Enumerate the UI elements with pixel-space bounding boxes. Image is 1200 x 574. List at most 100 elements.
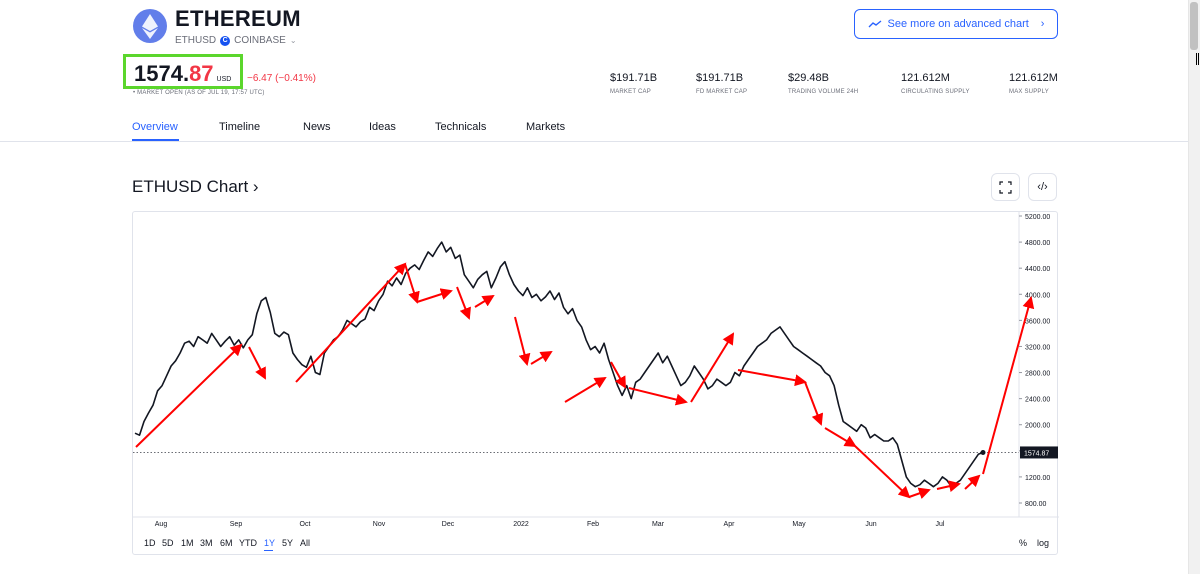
tab-news[interactable]: News (303, 121, 331, 133)
annotation-arrow (404, 263, 420, 304)
annotation-arrow (690, 332, 735, 403)
trend-icon (868, 20, 881, 28)
annotation-arrow (854, 445, 911, 499)
time-tick-label: Nov (373, 521, 386, 528)
header-divider (0, 141, 1200, 142)
tab-technicals[interactable]: Technicals (435, 121, 487, 133)
price-tick-label: 4000.00 (1025, 292, 1050, 299)
annotation-arrow (564, 376, 607, 403)
price-tick-label: 3200.00 (1025, 344, 1050, 351)
fullscreen-button[interactable] (991, 173, 1020, 201)
scrollbar-thumb[interactable] (1190, 2, 1198, 50)
range-5y[interactable]: 5Y (282, 538, 294, 548)
last-price-dot (980, 449, 986, 455)
market-status: • MARKET OPEN (AS OF JUL 19, 17:57 UTC) (133, 90, 265, 96)
time-tick-label: Feb (587, 521, 599, 528)
fullscreen-icon (999, 180, 1012, 194)
range-6m[interactable]: 6M (220, 538, 233, 548)
annotation-arrow (295, 262, 407, 383)
last-price: 1574. 87 USD (134, 61, 231, 87)
range-1y[interactable]: 1Y (264, 538, 276, 548)
percent-scale-toggle[interactable]: % (1019, 538, 1028, 548)
annotation-arrow (804, 381, 824, 426)
code-icon: ‹/› (1037, 181, 1048, 193)
annotation-arrow (737, 369, 807, 387)
time-tick-label: Dec (442, 521, 455, 528)
annotation-arrow (610, 361, 626, 389)
stat-value: 121.612M (901, 72, 950, 84)
stat-market-cap: $191.71B MARKET CAP (610, 72, 657, 95)
annotation-arrow (824, 427, 857, 448)
symbol-label: ETHUSD (175, 35, 217, 46)
time-tick-label: Sep (230, 521, 243, 528)
time-tick-label: Jul (936, 521, 945, 528)
annotation-arrow (135, 343, 243, 448)
price-tick-label: 2000.00 (1025, 423, 1050, 430)
coinbase-icon: C (220, 35, 231, 46)
stat-value: $191.71B (610, 72, 658, 84)
price-chart[interactable]: 5200.00 4800.00 4400.00 4000.00 3600.00 3200.… (133, 212, 1059, 556)
price-tick-label: 1200.00 (1025, 475, 1050, 482)
exchange-label: COINBASE (234, 35, 286, 46)
annotation-arrow (514, 316, 531, 366)
chart-container[interactable]: 5200.00 4800.00 4400.00 4000.00 3600.00 3200.… (132, 211, 1059, 556)
ethereum-logo (133, 9, 167, 43)
time-tick-label: Aug (155, 521, 168, 528)
annotation-arrow (530, 350, 553, 365)
stat-trading-volume: $29.48B TRADING VOLUME 24H (788, 72, 858, 95)
price-highlight-box (123, 54, 243, 89)
price-tick-label: 4400.00 (1025, 266, 1050, 273)
range-3m[interactable]: 3M (200, 538, 213, 548)
last-price-tag (1020, 446, 1058, 459)
price-tick-label: 3600.00 (1025, 318, 1050, 325)
log-scale-toggle[interactable]: log (1037, 538, 1050, 548)
price-tick-label: 800.00 (1025, 501, 1047, 508)
text-cursor-icon (1196, 53, 1199, 65)
price-integer: 1574. (134, 61, 190, 86)
annotation-arrow (474, 294, 495, 308)
chevron-right-icon: › (1040, 18, 1045, 30)
price-decimals: 87 (189, 61, 214, 86)
symbol-row[interactable]: ETHUSD C COINBASE ⌄ (175, 35, 297, 46)
chevron-down-icon[interactable]: ⌄ (289, 36, 297, 45)
range-all[interactable]: All (300, 538, 311, 548)
annotation-arrow (908, 487, 931, 499)
range-1m[interactable]: 1M (181, 538, 194, 548)
stat-max-supply: 121.612M MAX SUPPLY (1009, 72, 1058, 95)
time-tick-label: Mar (652, 521, 665, 528)
price-change: −6.47 (−0.41%) (247, 73, 316, 84)
annotation-arrow (982, 296, 1035, 475)
tab-markets[interactable]: Markets (526, 121, 566, 133)
asset-name: ETHEREUM (175, 6, 301, 31)
range-1d[interactable]: 1D (144, 538, 156, 548)
active-tab-indicator (132, 139, 179, 141)
stat-label: MAX SUPPLY (1009, 89, 1049, 95)
advanced-chart-button[interactable]: See more on advanced chart › (854, 9, 1058, 39)
stat-value: $191.71B (696, 72, 744, 84)
stat-label: MARKET CAP (610, 89, 651, 95)
stat-value: $29.48B (788, 72, 829, 84)
stat-label: CIRCULATING SUPPLY (901, 89, 970, 95)
price-tick-label: 4800.00 (1025, 240, 1050, 247)
annotation-arrow (456, 286, 471, 320)
embed-button[interactable]: ‹/› (1028, 173, 1057, 201)
tab-overview[interactable]: Overview (132, 121, 178, 133)
chart-title[interactable]: ETHUSD Chart › (132, 177, 259, 196)
price-tick-label: 2400.00 (1025, 397, 1050, 404)
annotation-arrow (248, 346, 266, 380)
annotation-arrow (936, 480, 961, 493)
page-scrollbar[interactable] (1188, 0, 1200, 574)
tab-timeline[interactable]: Timeline (219, 121, 261, 133)
stat-fd-market-cap: $191.71B FD MARKET CAP (696, 72, 747, 95)
stat-label: TRADING VOLUME 24H (788, 89, 859, 95)
time-tick-label: Oct (300, 521, 311, 528)
price-series-line (134, 241, 984, 488)
range-5d[interactable]: 5D (162, 538, 174, 548)
range-ytd[interactable]: YTD (239, 538, 257, 548)
price-tick-label: 2800.00 (1025, 371, 1050, 378)
price-tick-label: 5200.00 (1025, 214, 1050, 221)
price-currency: USD (216, 76, 232, 83)
stat-value: 121.612M (1009, 72, 1058, 84)
tab-ideas[interactable]: Ideas (369, 121, 396, 133)
